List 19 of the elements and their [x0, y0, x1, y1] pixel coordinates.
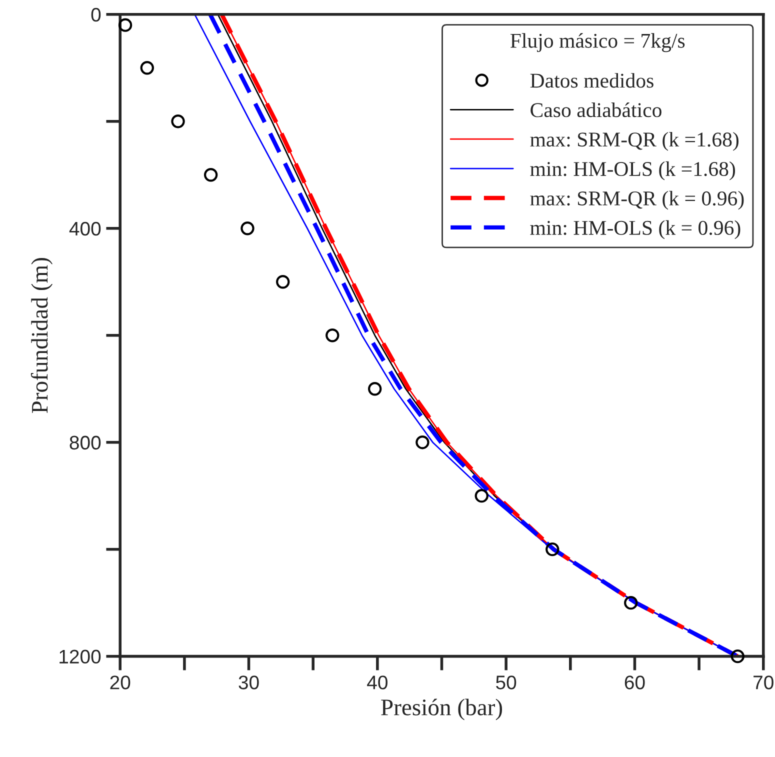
x-tick-label: 30	[238, 676, 259, 690]
x-tick-label: 70	[754, 676, 774, 690]
legend-label: min: HM-OLS (k = 0.96)	[530, 220, 740, 240]
y-tick-label: 1200	[60, 650, 101, 664]
x-tick-label: 50	[496, 676, 516, 690]
y-tick-label: 0	[91, 8, 101, 22]
legend-label: Caso adiabático	[530, 102, 662, 118]
y-tick-label: 800	[70, 436, 101, 450]
y-tick-label: 400	[69, 222, 101, 236]
legend-label: Datos medidos	[530, 73, 654, 88]
legend-label: max: SRM-QR (k =1.68)	[530, 132, 738, 151]
legend-label: max: SRM-QR (k = 0.96)	[530, 190, 744, 210]
x-axis-title: Presión (bar)	[381, 698, 502, 720]
x-tick-label: 60	[624, 676, 645, 690]
x-tick-label: 20	[110, 676, 130, 690]
legend-title: Flujo másico = 7kg/s	[510, 33, 685, 52]
y-axis-title: Profundidad (m)	[30, 258, 53, 414]
legend-label: min: HM-OLS (k =1.68)	[530, 161, 736, 180]
x-tick-label: 40	[367, 676, 388, 690]
